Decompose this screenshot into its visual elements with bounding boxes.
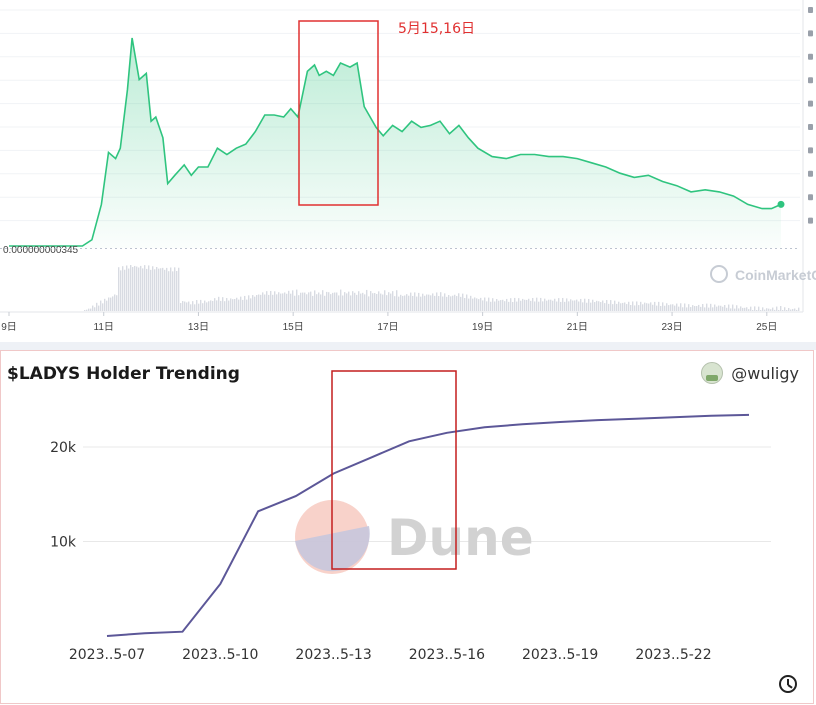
clock-icon[interactable]: [779, 675, 797, 693]
holder-y-tick-label: 10k: [50, 535, 77, 551]
holder-y-ticks: 10k 20k: [50, 440, 77, 551]
holder-x-ticks: 2023..5-07 2023..5-10 2023..5-13 2023..5-16…: [69, 647, 712, 663]
price-x-tick-label: 23日: [662, 322, 683, 333]
holder-y-tick-label: 20k: [50, 440, 77, 456]
price-area: [9, 38, 781, 248]
price-x-tick-label: 13日: [188, 322, 209, 333]
price-line: [9, 37, 782, 247]
price-x-tick-label: 15日: [283, 322, 304, 333]
coinmarketcap-logo-icon: [710, 265, 728, 283]
start-price-label: 0.000000000345: [3, 245, 79, 256]
holder-x-tick-label: 2023..5-19: [522, 647, 598, 663]
price-chart: 0.000000000345 CoinMarketCap 9日 11日 13日 15日…: [0, 0, 816, 333]
price-x-tick-label: 9日: [1, 322, 17, 333]
price-x-tick-label: 25日: [756, 322, 777, 333]
price-right-tick: [808, 147, 813, 154]
highlight-box-price: [298, 20, 379, 206]
price-right-tick: [808, 77, 813, 84]
coinmarketcap-watermark: CoinMarketCap: [710, 265, 816, 283]
annotation-text: 5月15,16日: [398, 21, 475, 37]
dune-watermark: Dune: [295, 500, 534, 574]
username[interactable]: @wuligy: [731, 363, 799, 383]
volume-bars: [84, 265, 800, 311]
price-right-tick: [808, 217, 813, 224]
price-chart-panel: 0.000000000345 CoinMarketCap 9日 11日 13日 15日…: [0, 0, 816, 342]
price-right-tick: [808, 100, 813, 107]
holder-x-tick-label: 2023..5-16: [409, 647, 485, 663]
price-x-tick-label: 21日: [567, 322, 588, 333]
holder-chart-panel: Dune 10k 20k 2023..5-07 2023..5-10 2023..5-…: [0, 350, 814, 704]
price-right-axis: [0, 0, 813, 313]
holder-x-tick-label: 2023..5-10: [182, 647, 258, 663]
price-right-tick: [808, 7, 813, 13]
highlight-box-holders: [331, 370, 457, 570]
holder-x-tick-label: 2023..5-22: [635, 647, 711, 663]
price-right-tick: [808, 124, 813, 130]
user-badge[interactable]: @wuligy: [701, 362, 799, 384]
holder-x-tick-label: 2023..5-13: [295, 647, 371, 663]
price-right-tick: [808, 194, 813, 201]
coinmarketcap-text: CoinMarketCap: [735, 267, 816, 283]
price-x-tick-label: 17日: [377, 322, 398, 333]
price-right-tick: [808, 53, 813, 60]
panel-divider: [0, 342, 816, 350]
price-x-tick-label: 19日: [472, 322, 493, 333]
price-end-dot: [777, 200, 785, 208]
price-x-tick-label: 11日: [94, 322, 114, 333]
avatar[interactable]: [701, 362, 724, 384]
dune-watermark-text: Dune: [387, 509, 534, 567]
price-right-tick: [808, 30, 813, 37]
holder-line: [106, 413, 750, 637]
price-right-tick: [808, 170, 813, 177]
holder-grid: [83, 446, 771, 542]
holder-x-tick-label: 2023..5-07: [69, 647, 145, 663]
chart-title: $LADYS Holder Trending: [7, 364, 240, 384]
price-x-ticks: 9日 11日 13日 15日 17日 19日 21日 23日 25日: [1, 312, 777, 333]
